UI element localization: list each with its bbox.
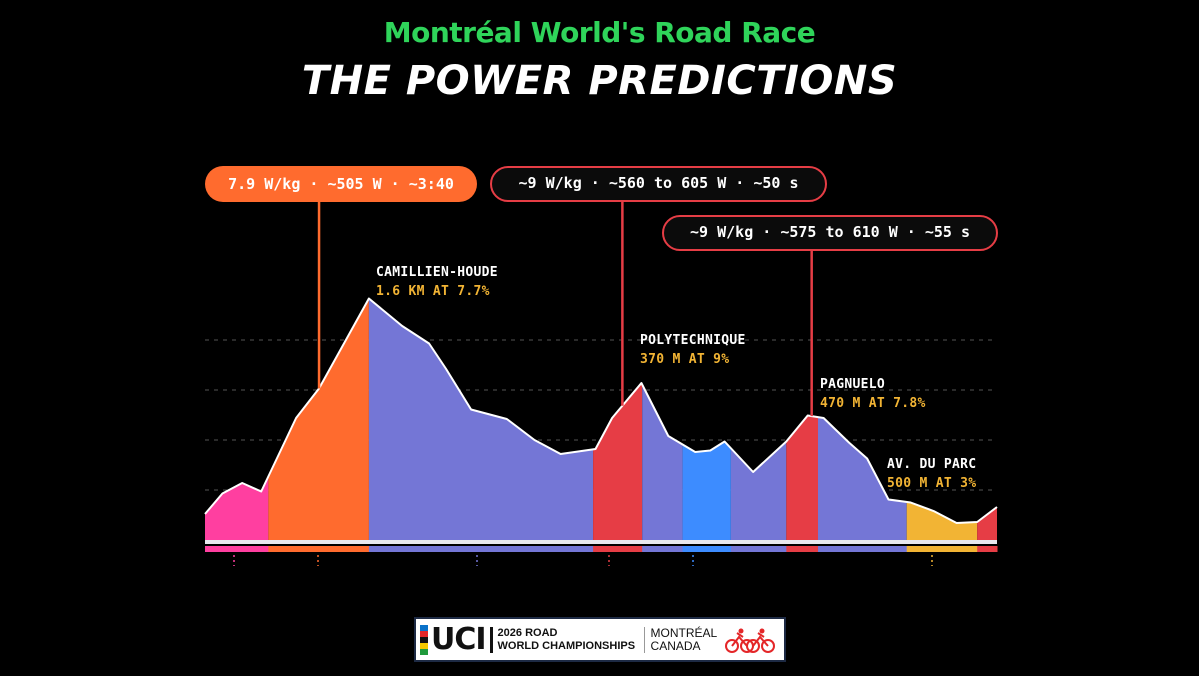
power-callout-pagnuelo: ~9 W/kg · ~575 to 610 W · ~55 s	[662, 215, 998, 251]
championship-name: 2026 ROAD WORLD CHAMPIONSHIPS	[489, 626, 638, 653]
uci-wordmark: UCI	[431, 622, 487, 657]
climb-name-polytechnique: POLYTECHNIQUE	[640, 333, 746, 348]
zone-strip-7	[730, 546, 787, 552]
uci-logo: UCI	[416, 619, 487, 660]
climb-name-av-du-parc: AV. DU PARC	[887, 457, 977, 472]
climb-name-pagnuelo: PAGNUELO	[820, 377, 886, 392]
host-city: MONTRÉAL CANADA	[643, 626, 721, 653]
zone-area-5	[642, 384, 683, 540]
zone-area-3	[368, 298, 594, 540]
zone-strip-1	[205, 546, 269, 552]
climb-stat-camillien-houde: 1.6 KM AT 7.7%	[376, 284, 490, 299]
zone-strip-11	[977, 546, 998, 552]
elevation-profile-line	[204, 297, 998, 524]
zone-area-6	[682, 441, 731, 540]
zone-area-9	[818, 417, 907, 540]
chart-subtitle: Montréal World's Road Race	[383, 16, 816, 49]
power-callout-camillien-houde: 7.9 W/kg · ~505 W · ~3:40	[205, 166, 477, 202]
zone-label-sweet-spot: Sweet Spot	[206, 573, 285, 588]
zone-label-zone-1-descent: Zone 1 descent	[418, 573, 528, 588]
uci-rainbow-stripes-icon	[420, 624, 428, 655]
chart-baseline	[205, 540, 997, 544]
zone-strip-9	[818, 546, 908, 552]
zone-area-4	[593, 383, 643, 540]
zone-strip-2	[268, 546, 370, 552]
climb-stat-polytechnique: 370 M AT 9%	[640, 352, 730, 367]
zone-area-11	[977, 507, 997, 540]
cyclists-icon	[724, 628, 775, 653]
zone-strip-10	[906, 546, 978, 552]
zone-area-1	[205, 476, 269, 540]
chart-title: THE POWER PREDICTIONS	[301, 58, 898, 104]
zone-area-7	[730, 441, 787, 540]
zone-strip-5	[642, 546, 684, 552]
zone-strip-8	[786, 546, 819, 552]
uci-championships-logo: UCI 2026 ROAD WORLD CHAMPIONSHIPS MONTRÉA…	[414, 617, 786, 662]
climb-name-camillien-houde: CAMILLIEN-HOUDE	[376, 265, 498, 280]
zone-area-8	[786, 415, 819, 540]
zone-strip-4	[593, 546, 643, 552]
zone-label-zone-5-5: Zone 5.5	[307, 573, 370, 588]
zone-strip-6	[682, 546, 732, 552]
zone-strip-3	[368, 546, 594, 552]
zone-area-10	[906, 502, 978, 540]
climb-stat-av-du-parc: 500 M AT 3%	[887, 476, 977, 491]
zone-label-zone-6: Zone 6	[585, 573, 632, 588]
zone-label-endurance: Endurance	[657, 573, 728, 588]
power-callout-polytechnique: ~9 W/kg · ~560 to 605 W · ~50 s	[490, 166, 827, 202]
zone-area-2	[268, 298, 369, 540]
climb-stat-pagnuelo: 470 M AT 7.8%	[820, 396, 926, 411]
zone-label-threshold: Threshold	[893, 573, 964, 588]
